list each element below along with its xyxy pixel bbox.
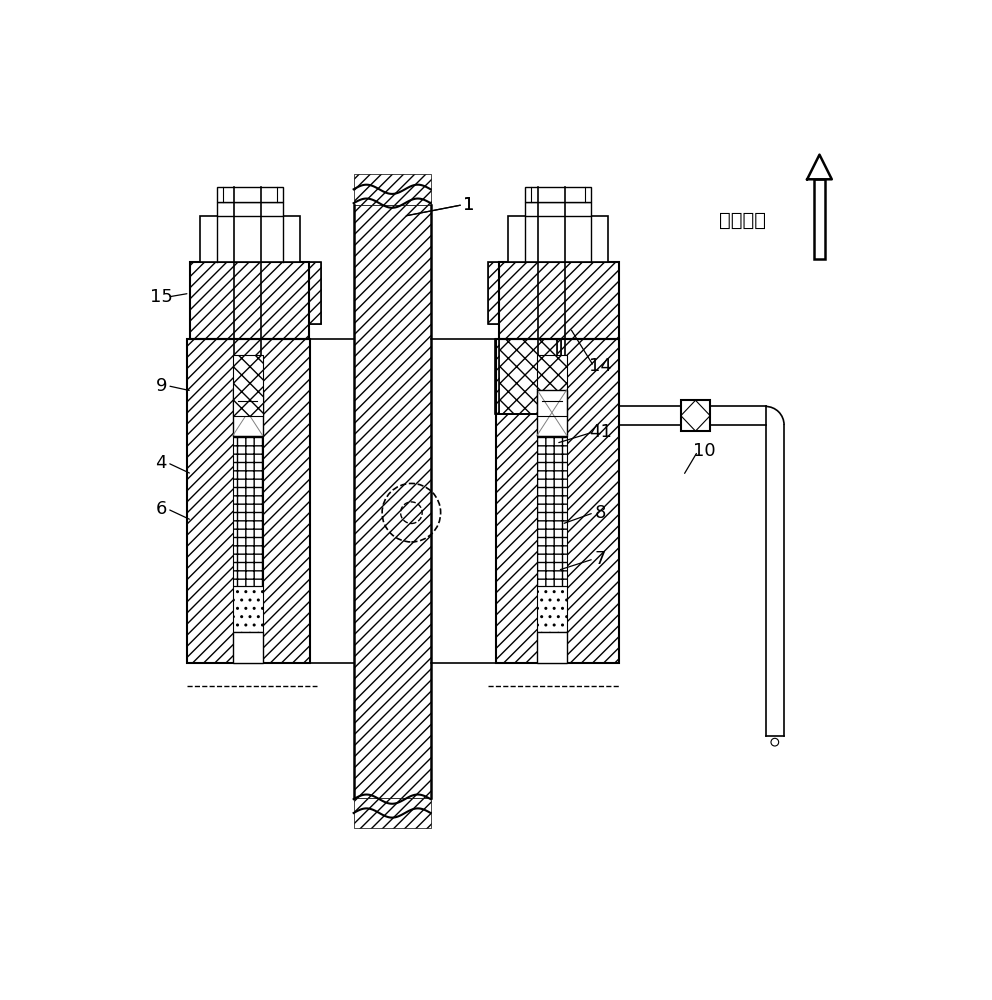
Bar: [495, 339, 560, 414]
Bar: [216, 202, 283, 216]
Bar: [233, 586, 263, 632]
Bar: [488, 262, 499, 324]
Bar: [537, 586, 566, 632]
Bar: [233, 436, 263, 586]
Text: 6: 6: [156, 500, 167, 518]
Bar: [353, 174, 431, 205]
Bar: [537, 632, 566, 663]
Bar: [537, 355, 566, 416]
Bar: [189, 262, 309, 339]
Bar: [488, 262, 499, 324]
Bar: [233, 436, 263, 586]
Bar: [499, 339, 557, 414]
Bar: [199, 216, 300, 262]
Text: 8: 8: [594, 504, 606, 522]
Bar: [525, 202, 591, 216]
Bar: [309, 262, 320, 324]
Text: 15: 15: [150, 288, 173, 306]
Bar: [233, 355, 263, 416]
Polygon shape: [807, 155, 832, 179]
Bar: [814, 179, 825, 259]
Bar: [499, 339, 557, 414]
Text: 1: 1: [463, 196, 475, 214]
Text: 高压气体: 高压气体: [719, 211, 766, 230]
Bar: [525, 187, 591, 202]
Bar: [353, 205, 431, 798]
Bar: [233, 632, 263, 663]
Bar: [681, 400, 710, 431]
Bar: [496, 339, 619, 663]
Bar: [233, 355, 263, 416]
Bar: [537, 389, 566, 436]
Bar: [537, 436, 566, 586]
Text: 9: 9: [156, 377, 167, 395]
Bar: [496, 339, 619, 663]
Bar: [216, 187, 283, 202]
Bar: [499, 262, 618, 339]
Text: 4: 4: [156, 454, 167, 472]
Bar: [495, 339, 560, 414]
Text: 14: 14: [588, 357, 611, 375]
Text: 41: 41: [588, 423, 611, 441]
Text: 7: 7: [594, 550, 606, 568]
Text: 10: 10: [692, 442, 715, 460]
Bar: [537, 436, 566, 586]
Bar: [189, 262, 309, 339]
Bar: [353, 798, 431, 828]
Bar: [233, 586, 263, 632]
Bar: [186, 339, 310, 663]
Bar: [499, 262, 618, 339]
Bar: [537, 355, 566, 416]
Bar: [508, 216, 608, 262]
Bar: [186, 339, 310, 663]
Text: 1: 1: [463, 196, 475, 214]
Bar: [537, 586, 566, 632]
Bar: [309, 262, 320, 324]
Bar: [233, 389, 263, 436]
